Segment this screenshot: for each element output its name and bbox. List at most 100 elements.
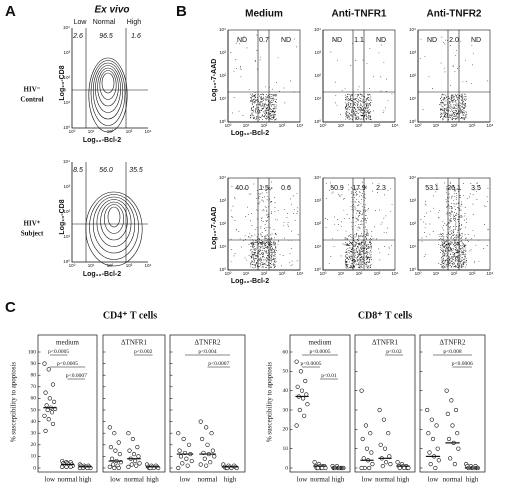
dot-cloud [420,181,489,266]
data-point [368,431,373,436]
tick-label: 10⁰ [69,129,76,134]
data-point [46,417,51,422]
gate-label: Low [74,19,88,26]
quadrant-percent: ND [376,37,386,44]
data-point [397,465,402,471]
data-point [126,431,131,436]
dot-cloud [351,185,368,246]
data-point [205,442,210,447]
chart-title: ΔTNFR1 [372,339,398,347]
plot-frame [169,334,246,473]
row-label: HIV⁺ [24,220,41,228]
data-point [295,384,300,389]
y-tick-label: 80 [31,372,37,378]
data-point [116,440,121,445]
group-title: CD8⁺ T cells [358,310,412,321]
p-value: p<0.004 [198,349,216,355]
data-point [448,456,453,461]
y-axis-label: Log₁₀-CD8 [59,199,66,234]
data-point [210,448,215,453]
tick-label: 10³ [63,50,70,55]
data-point [117,451,122,457]
data-point [43,390,48,395]
data-point [303,378,308,384]
x-tick-label: low [180,476,191,484]
data-point [204,463,209,468]
p-value: p<0.0005 [57,361,78,367]
dot-cloud [343,233,374,246]
contour [107,206,121,228]
tick-label: 10⁴ [297,271,304,276]
data-point [208,460,213,465]
tick-label: 10¹ [338,271,345,276]
tick-label: 10⁰ [219,267,226,272]
data-point [367,465,372,471]
x-tick-label: normal [375,476,395,484]
tick-label: 10³ [314,50,321,55]
dot-cloud [230,34,297,116]
gate-percent: 2.6 [72,33,83,40]
quadrant-percent: 50.9 [330,185,344,192]
quadrant-percent: 2.0 [449,37,459,44]
data-point [315,465,320,471]
panel-title: Ex vivo [94,5,129,16]
tick-label: 10² [314,221,321,226]
data-point [305,402,310,407]
data-point [360,436,365,442]
data-point [298,369,304,374]
tick-label: 10¹ [219,244,226,249]
data-point [387,454,392,459]
data-point [134,463,139,468]
data-point [299,388,305,393]
tick-label: 10¹ [433,123,440,128]
x-tick-label: normal [124,476,144,484]
data-point [434,423,439,428]
tick-label: 10⁴ [314,27,321,32]
dot-cloud [250,241,277,269]
panel-label: C [5,299,16,316]
plot-frame [289,334,351,473]
tick-label: 10³ [219,50,226,55]
tick-label: 10² [451,123,458,128]
tick-label: 10² [63,209,70,214]
p-value: p<0.0006 [452,361,473,367]
tick-label: 10⁴ [409,27,416,32]
x-tick-label: low [362,476,373,484]
tick-label: 10² [219,73,226,78]
gate-percent: 35.5 [129,167,143,174]
panel-label: A [5,3,16,20]
contour [96,199,132,247]
tick-label: 10¹ [88,263,95,268]
data-point [294,359,299,364]
dot-cloud [345,241,372,269]
plot-axes [71,162,148,263]
x-axis-label: Log₁₀-Bcl-2 [83,137,121,144]
data-point [131,451,137,457]
tick-label: 10⁴ [409,175,416,180]
data-point [42,413,47,418]
dot-cloud [250,93,277,121]
tick-label: 10⁰ [415,123,422,128]
tick-label: 10⁴ [392,271,399,276]
column-title: Medium [245,9,283,20]
y-tick-label: 50 [31,407,37,413]
y-axis-label: % susceptibility to apoptosis [10,362,18,443]
data-point [209,431,214,436]
gate-label: Normal [93,19,116,26]
p-value: p<0.01 [321,373,337,379]
data-point [204,425,209,430]
data-point [176,465,181,471]
data-point [304,392,309,397]
gate-label: High [127,19,142,26]
tick-label: 10² [261,271,268,276]
tick-label: 10⁰ [225,271,232,276]
tick-label: 10³ [409,50,416,55]
plot-axes [322,30,395,123]
data-point [108,445,114,450]
data-point [60,464,65,469]
row-label: HIV⁻ [24,86,41,94]
contour [88,57,128,133]
tick-label: 10⁰ [409,267,416,272]
quadrant-percent: 2.3 [376,185,386,192]
data-point [427,450,432,455]
